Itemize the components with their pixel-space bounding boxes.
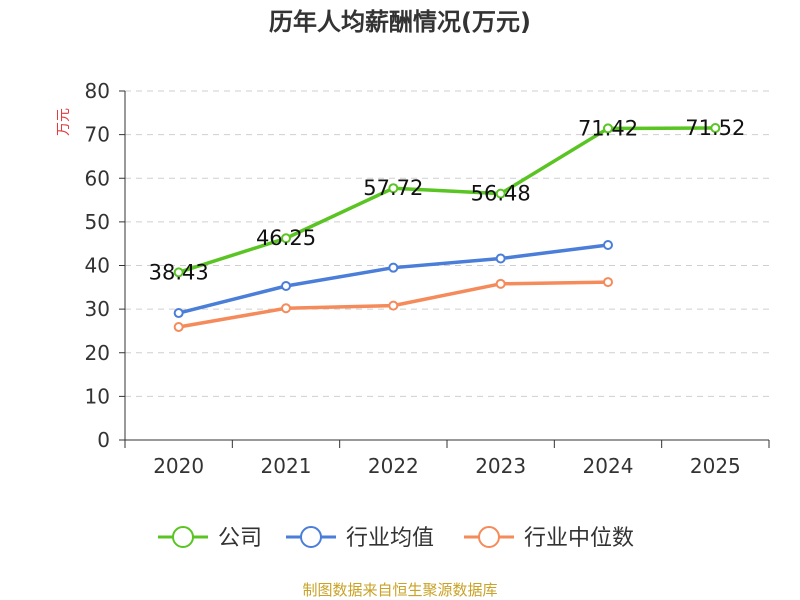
legend-label: 行业均值 [346, 526, 434, 551]
legend-marker [300, 526, 322, 548]
data-label: 71.52 [685, 116, 745, 140]
data-point [710, 122, 721, 133]
legend-item[interactable]: 公司 [158, 526, 262, 551]
y-tick-label: 0 [97, 428, 110, 452]
x-tick-label: 2021 [261, 454, 312, 478]
data-point [495, 253, 506, 264]
legend-label: 行业中位数 [524, 526, 634, 551]
source-note: 制图数据来自恒生聚源数据库 [302, 581, 497, 599]
grid [125, 90, 769, 397]
data-point [281, 281, 291, 292]
y-tick-label: 70 [85, 123, 110, 147]
x-tick-label: 2023 [475, 454, 526, 478]
y-tick-label: 20 [85, 341, 110, 365]
data-point [173, 322, 184, 333]
legend-item[interactable]: 行业均值 [286, 526, 434, 551]
data-point [495, 188, 506, 199]
legend-marker [478, 526, 500, 548]
series-0 [173, 122, 721, 278]
data-point [173, 308, 184, 319]
legend-item[interactable]: 行业中位数 [464, 526, 634, 551]
data-point [281, 303, 291, 314]
data-label: 56.48 [471, 182, 531, 206]
x-tick-label: 2020 [153, 454, 204, 478]
legend: 公司 行业均值 行业中位数 [158, 526, 634, 551]
y-tick-label: 80 [85, 79, 110, 103]
x-tick-label: 2024 [583, 454, 634, 478]
data-point [388, 183, 399, 194]
legend-label: 公司 [218, 526, 262, 551]
y-tick-label: 10 [85, 384, 110, 408]
series-group [173, 122, 721, 333]
y-tick-label: 40 [85, 254, 110, 278]
data-label: 57.72 [363, 176, 423, 200]
series-2 [173, 277, 613, 333]
series-line [178, 126, 716, 275]
series-1 [173, 239, 613, 319]
data-point [603, 277, 613, 288]
data-point [173, 267, 184, 278]
data-point [603, 123, 613, 134]
y-tick-label: 60 [85, 166, 110, 190]
data-point [388, 262, 399, 273]
legend-marker [172, 526, 194, 548]
data-point [495, 278, 506, 289]
axes: 0 10 20 30 40 50 60 70 80 2020 2021 2022 2023 2024 202… [85, 79, 770, 478]
data-point [281, 233, 291, 244]
data-label: 71.42 [578, 116, 638, 140]
chart-title: 历年人均薪酬情况(万元) [269, 8, 531, 36]
data-label: 46.25 [256, 226, 316, 250]
y-tick-label: 50 [85, 210, 110, 234]
y-axis-label: 万元 [56, 108, 72, 136]
data-point [603, 239, 613, 250]
data-point [388, 300, 399, 311]
data-labels: 38.43 46.25 57.72 56.48 71.42 71.52 [149, 116, 746, 284]
x-tick-label: 2025 [690, 454, 741, 478]
y-tick-label: 30 [85, 297, 110, 321]
data-label: 38.43 [149, 260, 209, 284]
x-tick-label: 2022 [368, 454, 419, 478]
